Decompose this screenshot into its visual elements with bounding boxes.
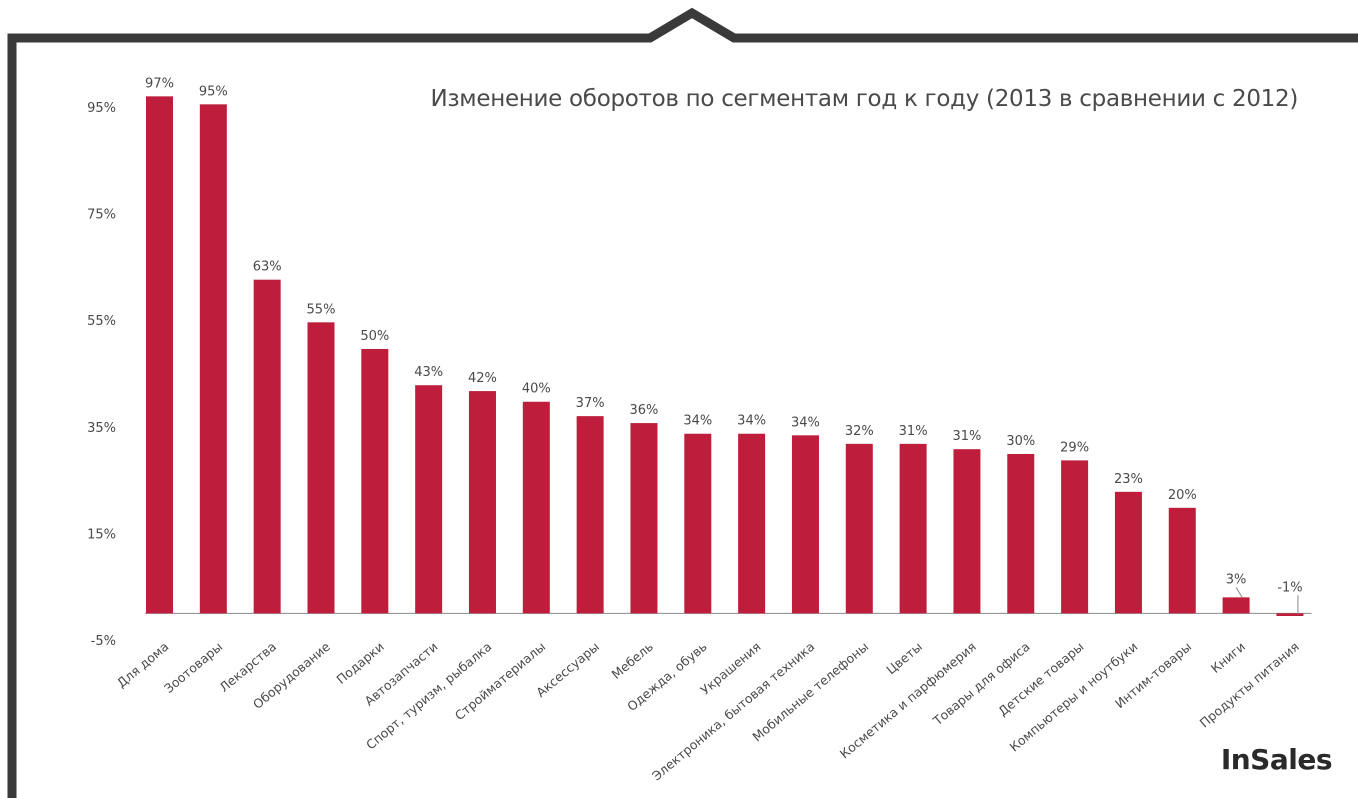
- data-label: 30%: [1006, 434, 1035, 449]
- bar: [1222, 597, 1250, 614]
- x-tick-label: Книги: [1208, 639, 1248, 676]
- data-label: 23%: [1114, 472, 1143, 487]
- bar: [630, 423, 658, 614]
- bar: [738, 433, 766, 614]
- x-tick-label: Товары для офиса: [929, 639, 1032, 729]
- data-label: 31%: [899, 424, 928, 439]
- y-tick-label: 95%: [87, 101, 116, 116]
- data-label: 34%: [791, 415, 820, 430]
- bar: [791, 435, 819, 614]
- data-label: 29%: [1060, 440, 1089, 455]
- x-tick-label: Стройматериалы: [452, 639, 548, 723]
- data-label: 36%: [630, 403, 659, 418]
- data-label: 34%: [683, 414, 712, 429]
- y-tick-label: 35%: [87, 421, 116, 436]
- leader-line: [1235, 587, 1243, 598]
- bar: [899, 443, 927, 614]
- bar: [522, 401, 550, 614]
- data-label: 32%: [845, 424, 874, 439]
- frame-border: [7, 7, 1358, 798]
- data-label: 43%: [414, 365, 443, 380]
- bar: [845, 443, 873, 614]
- bar: [415, 385, 443, 614]
- bar: [1007, 453, 1035, 614]
- data-labels-group: 97% 95% 63% 55% 50% 43% 42% 40% 37% 36% 34% 34% 34% 3…: [145, 76, 1303, 615]
- bar: [199, 104, 227, 614]
- chart-title: Изменение оборотов по сегментам год к го…: [430, 86, 1298, 112]
- bar: [684, 433, 712, 614]
- bar: [1276, 613, 1304, 617]
- x-tick-label: Продукты питания: [1197, 639, 1302, 731]
- data-label: 3%: [1226, 572, 1247, 587]
- bar: [468, 391, 496, 614]
- bar: [953, 449, 981, 614]
- data-label: 55%: [307, 302, 336, 317]
- bar: [1168, 507, 1196, 614]
- data-label: 95%: [199, 84, 228, 99]
- bar: [1061, 460, 1089, 614]
- data-label: 37%: [576, 396, 605, 411]
- bar: [576, 416, 604, 614]
- data-label: 20%: [1168, 488, 1197, 503]
- bar: [253, 279, 281, 614]
- bar: [307, 322, 335, 614]
- x-tick-label: Зоотовары: [161, 639, 225, 696]
- data-label: 97%: [145, 76, 174, 91]
- data-label: -1%: [1277, 580, 1302, 595]
- bars-group: [146, 96, 1304, 617]
- bar: [361, 348, 389, 614]
- bar: [146, 96, 173, 614]
- data-label: 31%: [952, 429, 981, 444]
- y-tick-label: 15%: [87, 527, 116, 542]
- bar: [1114, 491, 1142, 614]
- y-tick-label: 55%: [87, 314, 116, 329]
- insales-logo: InSales: [1220, 743, 1333, 776]
- y-tick-label: 75%: [87, 208, 116, 223]
- data-label: 40%: [522, 382, 551, 397]
- data-label: 42%: [468, 371, 497, 386]
- data-label: 63%: [253, 260, 282, 275]
- x-tick-label: Цветы: [883, 639, 925, 677]
- x-tick-label: Подарки: [333, 639, 386, 687]
- y-tick-label: -5%: [91, 634, 116, 649]
- x-tick-label: Мебель: [609, 639, 656, 682]
- data-label: 50%: [360, 329, 389, 344]
- data-label: 34%: [737, 414, 766, 429]
